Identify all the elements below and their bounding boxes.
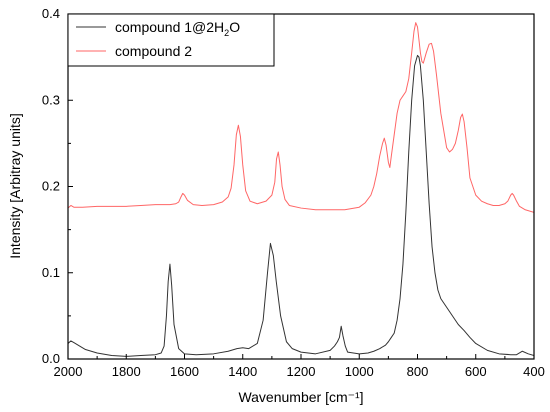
- y-tick-label: 0.1: [42, 265, 60, 280]
- legend-box: [67, 13, 275, 67]
- x-tick-label: 1000: [345, 364, 374, 379]
- x-tick-label: 400: [523, 364, 545, 379]
- legend-label-series-1-tail: O: [229, 19, 240, 35]
- x-axis-title: Wavenumber [cm⁻¹]: [238, 389, 363, 405]
- y-tick-label: 0.2: [42, 179, 60, 194]
- x-tick-label: 800: [407, 364, 429, 379]
- legend: compound 1@2H2O compound 2: [67, 13, 275, 67]
- series-line-2: [68, 22, 534, 213]
- x-tick-label: 2000: [54, 364, 83, 379]
- y-axis-title: Intensity [Arbitray units]: [7, 113, 23, 259]
- x-tick-label: 1600: [170, 364, 199, 379]
- x-tick-label: 1800: [112, 364, 141, 379]
- y-tick-label: 0.4: [42, 6, 60, 21]
- legend-label-series-1: compound 1@2H2O: [115, 19, 240, 38]
- legend-label-series-1-sub: 2: [224, 28, 229, 38]
- legend-label-series-2: compound 2: [115, 43, 192, 59]
- series-line-1: [68, 54, 534, 357]
- x-tick-label: 600: [465, 364, 487, 379]
- legend-label-series-1-main: compound 1@2H: [115, 19, 224, 35]
- y-tick-label: 0.0: [42, 351, 60, 366]
- x-tick-label: 1200: [287, 364, 316, 379]
- y-tick-label: 0.3: [42, 92, 60, 107]
- x-tick-label: 1400: [228, 364, 257, 379]
